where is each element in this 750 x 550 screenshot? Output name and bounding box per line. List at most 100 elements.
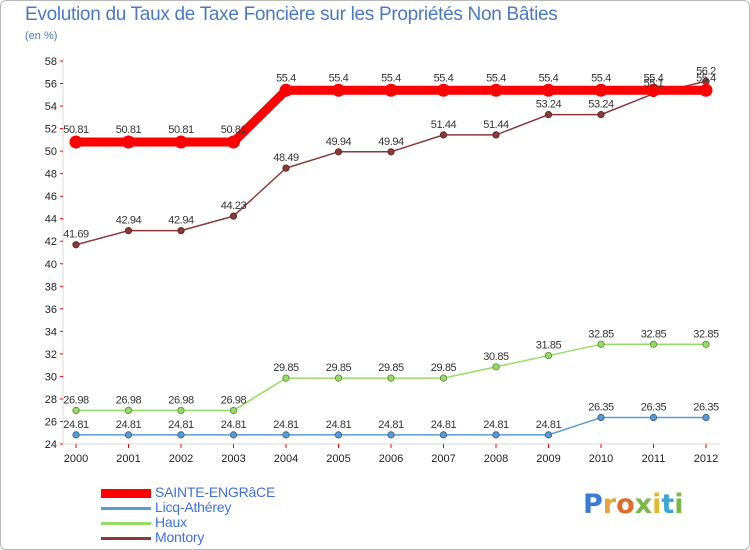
data-label-sainte-engrace: 55.4 (539, 72, 559, 84)
data-point-montory (439, 131, 448, 139)
data-point-haux (177, 406, 185, 415)
data-label-haux: 29.85 (326, 362, 352, 374)
data-point-licq-atherey (177, 431, 185, 439)
data-label-haux: 26.98 (63, 394, 89, 406)
data-label-sainte-engrace: 55.4 (591, 72, 611, 84)
x-tick-label: 2005 (326, 453, 350, 465)
data-point-licq-atherey (282, 431, 290, 439)
data-point-haux (649, 340, 658, 348)
chart-subtitle: (en %) (25, 30, 58, 42)
y-tick-label: 26 (45, 416, 57, 428)
data-point-sainte-engrace (332, 83, 345, 97)
data-point-sainte-engrace (384, 83, 398, 97)
logo-letter: x (634, 489, 653, 520)
data-point-licq-atherey (597, 413, 605, 422)
series-licq-atherey (72, 413, 710, 439)
data-point-haux (282, 374, 290, 382)
data-label-licq-atherey: 24.81 (63, 419, 89, 431)
data-label-haux: 32.85 (588, 328, 614, 340)
y-tick-label: 52 (45, 124, 57, 136)
y-tick-label: 44 (45, 214, 57, 226)
series-layer (69, 77, 713, 439)
data-label-montory: 48.49 (273, 152, 299, 164)
y-tick-label: 50 (45, 146, 57, 158)
y-tick-label: 54 (45, 101, 57, 113)
y-tick-label: 36 (45, 304, 57, 316)
data-label-montory: 42.94 (116, 215, 142, 227)
data-point-sainte-engrace (594, 83, 608, 97)
data-point-licq-atherey (492, 431, 500, 439)
data-label-sainte-engrace: 55.4 (434, 72, 454, 84)
logo-letter: i (674, 489, 684, 520)
data-point-sainte-engrace (227, 135, 240, 149)
data-label-licq-atherey: 24.81 (536, 419, 562, 431)
data-label-montory: 44.23 (221, 200, 247, 212)
data-label-montory: 49.94 (378, 136, 404, 148)
legend-label-licq-atherey: Licq-Athérey (155, 499, 232, 515)
legend-swatch-montory (101, 537, 151, 540)
data-point-montory (544, 111, 553, 119)
legend-swatch-licq-atherey (101, 507, 151, 510)
y-tick-label: 34 (45, 326, 57, 338)
series-haux (72, 340, 710, 415)
data-label-haux: 29.85 (378, 362, 404, 374)
data-point-sainte-engrace (279, 83, 293, 97)
data-label-montory: 56.2 (696, 65, 716, 77)
data-label-sainte-engrace: 55.4 (696, 72, 716, 84)
data-point-montory (177, 227, 185, 235)
x-tick-label: 2002 (169, 453, 193, 465)
y-tick-label: 24 (45, 439, 57, 451)
data-label-layer: 24.81 24.81 24.81 24.81 24.81 24.81 24.81 24.81… (63, 65, 719, 431)
legend-item-sainte-engrace: SAINTE-ENGRâCE (101, 484, 361, 500)
data-point-sainte-engrace (489, 83, 503, 97)
data-label-montory: 53.24 (588, 99, 614, 111)
data-label-sainte-engrace: 50.81 (221, 124, 247, 136)
data-label-licq-atherey: 26.35 (693, 402, 719, 414)
data-label-montory: 51.44 (431, 119, 457, 131)
y-tick-label: 58 (45, 56, 57, 68)
data-label-licq-atherey: 24.81 (431, 419, 457, 431)
data-point-sainte-engrace (437, 83, 450, 97)
y-tick-label: 30 (45, 371, 57, 383)
y-tick-label: 38 (45, 281, 57, 293)
logo-letter: P (583, 489, 603, 520)
x-tick-label: 2011 (642, 453, 666, 465)
data-label-licq-atherey: 24.81 (221, 419, 247, 431)
data-label-licq-atherey: 24.81 (168, 419, 194, 431)
x-tick-label: 2006 (379, 453, 403, 465)
proxiti-logo: Proxiti (583, 489, 684, 520)
data-label-sainte-engrace: 55.4 (329, 72, 349, 84)
data-point-haux (702, 340, 710, 348)
data-label-montory: 42.94 (168, 215, 194, 227)
data-point-haux (72, 406, 80, 415)
data-point-sainte-engrace (647, 83, 660, 97)
data-label-licq-atherey: 24.81 (116, 419, 142, 431)
data-point-montory (492, 131, 500, 139)
data-label-montory: 53.24 (536, 99, 562, 111)
data-point-licq-atherey (387, 431, 395, 439)
data-point-haux (544, 351, 553, 360)
data-point-licq-atherey (544, 431, 553, 439)
logo-letter: o (616, 489, 635, 520)
data-label-haux: 29.85 (431, 362, 457, 374)
data-label-licq-atherey: 24.81 (483, 419, 509, 431)
data-point-haux (334, 374, 343, 382)
legend-label-montory: Montory (155, 529, 205, 545)
data-label-montory: 49.94 (326, 136, 352, 148)
data-point-montory (597, 111, 605, 119)
data-point-haux (387, 374, 395, 382)
data-label-haux: 26.98 (221, 394, 247, 406)
x-tick-label: 2003 (221, 453, 245, 465)
data-point-montory (72, 241, 80, 249)
y-tick-label: 28 (45, 394, 57, 406)
legend-swatch-haux (101, 522, 151, 525)
logo-letter: t (661, 489, 675, 520)
x-tick-label: 2008 (484, 453, 508, 465)
chart-title: Evolution du Taux de Taxe Foncière sur l… (25, 4, 558, 25)
x-tick-label: 2010 (589, 453, 613, 465)
data-label-licq-atherey: 26.35 (588, 402, 614, 414)
data-label-sainte-engrace: 50.81 (116, 124, 142, 136)
legend-item-licq-atherey: Licq-Athérey (101, 499, 361, 515)
legend-item-montory: Montory (101, 529, 361, 545)
